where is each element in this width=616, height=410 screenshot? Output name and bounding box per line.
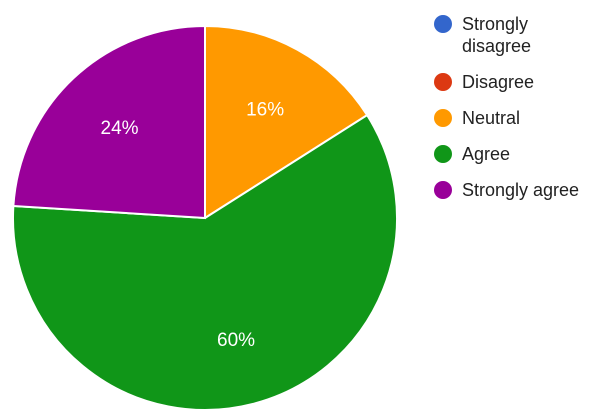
legend-label-disagree: Disagree	[462, 72, 534, 92]
slice-label-agree: 60%	[217, 330, 255, 351]
pie-slice-labels: 16% 60% 24%	[101, 100, 285, 351]
legend-label-strongly-agree: Strongly agree	[462, 180, 579, 200]
pie-slices	[12, 24, 398, 410]
legend-item-agree: Agree	[434, 144, 510, 164]
legend-marker-disagree	[434, 73, 452, 91]
legend-label-neutral: Neutral	[462, 108, 520, 128]
legend: Strongly disagree Disagree Neutral Agree Stro…	[434, 14, 579, 200]
slice-label-strongly-agree: 24%	[101, 118, 139, 139]
legend-item-strongly-disagree: Strongly disagree	[434, 14, 531, 56]
legend-label-strongly-disagree: Strongly disagree	[462, 14, 531, 56]
pie-slice-strongly-agree	[12, 24, 206, 220]
pie-slice-agree	[12, 113, 398, 410]
legend-item-disagree: Disagree	[434, 72, 534, 92]
legend-marker-neutral	[434, 109, 452, 127]
legend-label-agree: Agree	[462, 144, 510, 164]
pie-slice-neutral	[204, 24, 369, 220]
legend-marker-strongly-disagree	[434, 15, 452, 33]
legend-marker-agree	[434, 145, 452, 163]
legend-item-neutral: Neutral	[434, 108, 520, 128]
legend-marker-strongly-agree	[434, 181, 452, 199]
legend-item-strongly-agree: Strongly agree	[434, 180, 579, 200]
slice-label-neutral: 16%	[246, 100, 284, 121]
